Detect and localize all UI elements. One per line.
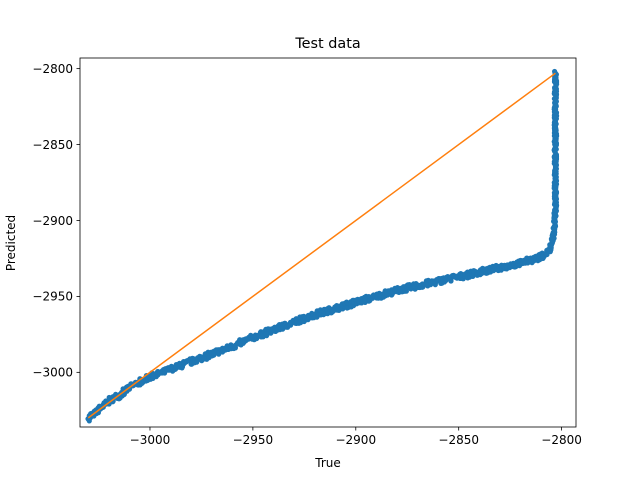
x-tick-label: −3000 xyxy=(130,433,171,447)
x-tick-label: −2950 xyxy=(233,433,274,447)
y-axis-label: Predicted xyxy=(4,215,18,271)
plot-marks xyxy=(85,68,560,424)
identity-line xyxy=(87,72,556,419)
scatter-point xyxy=(330,308,336,314)
y-tick-label: −2850 xyxy=(32,138,73,152)
axis-ticks: −3000 −2950 −2900 −2850 −2800 −2800 −2850 −2900… xyxy=(32,62,581,447)
x-axis-label: True xyxy=(314,456,341,470)
y-tick-label: −2900 xyxy=(32,214,73,228)
y-tick-label: −2950 xyxy=(32,290,73,304)
plot-frame xyxy=(79,57,577,428)
x-tick-label: −2800 xyxy=(541,433,582,447)
scatter-point xyxy=(553,75,559,81)
y-tick-label: −2800 xyxy=(32,62,73,76)
scatter-point xyxy=(403,288,409,294)
y-tick-label: −3000 xyxy=(32,366,73,380)
x-tick-label: −2850 xyxy=(438,433,479,447)
x-tick-label: −2900 xyxy=(335,433,376,447)
chart-title: Test data xyxy=(294,36,360,52)
